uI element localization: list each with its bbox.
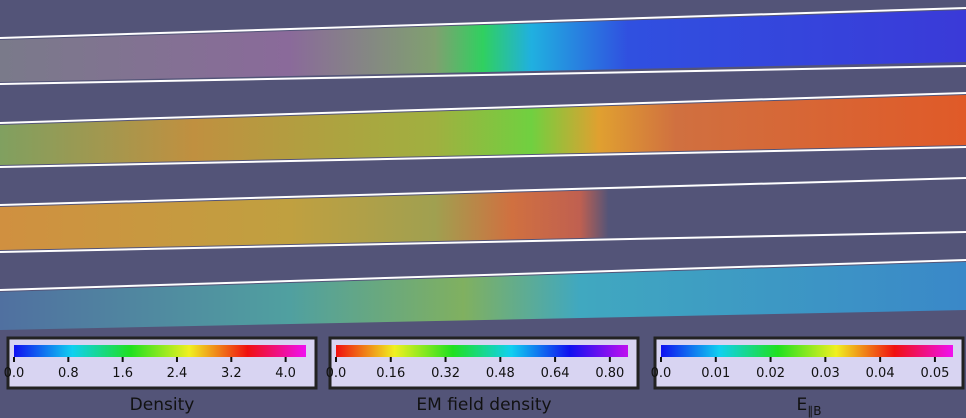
- tick-label: 0.02: [756, 366, 785, 381]
- title-main: E: [797, 395, 808, 415]
- tick-label: 0.8: [58, 366, 79, 381]
- tick-label: 0.80: [595, 366, 624, 381]
- colorbar-title: EM field density: [416, 395, 551, 415]
- colorbar-bar: [14, 345, 306, 357]
- e-strip: [0, 262, 966, 330]
- edge: [0, 7, 966, 39]
- edge: [0, 259, 966, 291]
- tick-label: 0.0: [326, 366, 347, 381]
- tick-label: 0.04: [866, 366, 895, 381]
- colorbar: 0.0 0.01 0.02 0.03 0.04 0.05 E∥B: [651, 336, 965, 418]
- colorbar: 0.0 0.8 1.6 2.4 3.2 4.0 Density: [4, 336, 318, 415]
- colorbar-bar: [661, 345, 953, 357]
- edge: [0, 231, 966, 253]
- tick-label: 0.64: [541, 366, 570, 381]
- tick-label: 0.48: [486, 366, 515, 381]
- colorbar-title: E∥B: [797, 395, 822, 418]
- tick-label: 3.2: [221, 366, 242, 381]
- edge: [0, 177, 966, 206]
- tick-label: 0.16: [376, 366, 405, 381]
- colorbar-bar: [336, 345, 628, 357]
- edge: [0, 146, 966, 168]
- tick-label: 0.0: [651, 366, 672, 381]
- tick-label: 1.6: [112, 366, 133, 381]
- strips: [0, 7, 966, 330]
- tick-label: 0.03: [811, 366, 840, 381]
- tick-label: 0.05: [920, 366, 949, 381]
- title-subscript: ∥B: [807, 404, 821, 418]
- tick-label: 4.0: [275, 366, 296, 381]
- colorbar-title: Density: [130, 395, 195, 415]
- em-strip: [0, 95, 966, 165]
- tick-label: 0.01: [701, 366, 730, 381]
- tick-label: 0.32: [431, 366, 460, 381]
- colorbar: 0.0 0.16 0.32 0.48 0.64 0.80 EM field density: [326, 336, 640, 415]
- edge: [0, 92, 966, 124]
- edge: [0, 65, 966, 85]
- density-strip: [0, 10, 966, 82]
- tick-label: 2.4: [167, 366, 188, 381]
- tick-label: 0.0: [4, 366, 25, 381]
- strip: [0, 180, 966, 250]
